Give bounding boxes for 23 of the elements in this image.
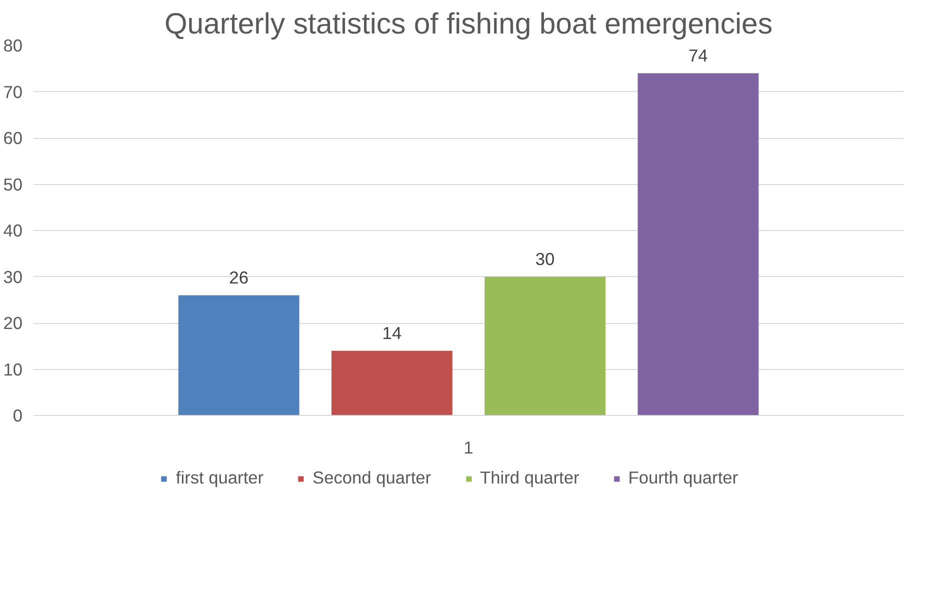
bar [638,73,759,416]
y-tick-label: 80 [3,36,23,56]
data-label: 30 [535,248,555,269]
y-tick-label: 20 [3,313,23,333]
legend-label: Fourth quarter [628,468,738,488]
y-tick-label: 60 [3,128,23,148]
y-tick-label: 10 [3,359,23,380]
y-tick-label: 40 [3,220,23,240]
bar [178,295,300,416]
y-tick-label: 70 [3,82,23,102]
legend-label: Second quarter [312,468,432,488]
y-tick-label: 50 [3,174,23,194]
y-tick-label: 30 [3,266,23,287]
chart-title: Quarterly statistics of fishing boat emergencies [164,8,773,40]
data-label: 26 [229,267,248,288]
bar [484,276,606,416]
legend-label: first quarter [176,468,264,488]
x-tick-label: 1 [464,438,474,458]
data-label: 74 [688,45,708,66]
data-label: 14 [382,322,402,343]
bar [331,350,452,416]
y-tick-label: 0 [12,406,23,426]
legend-label: Third quarter [480,468,580,488]
